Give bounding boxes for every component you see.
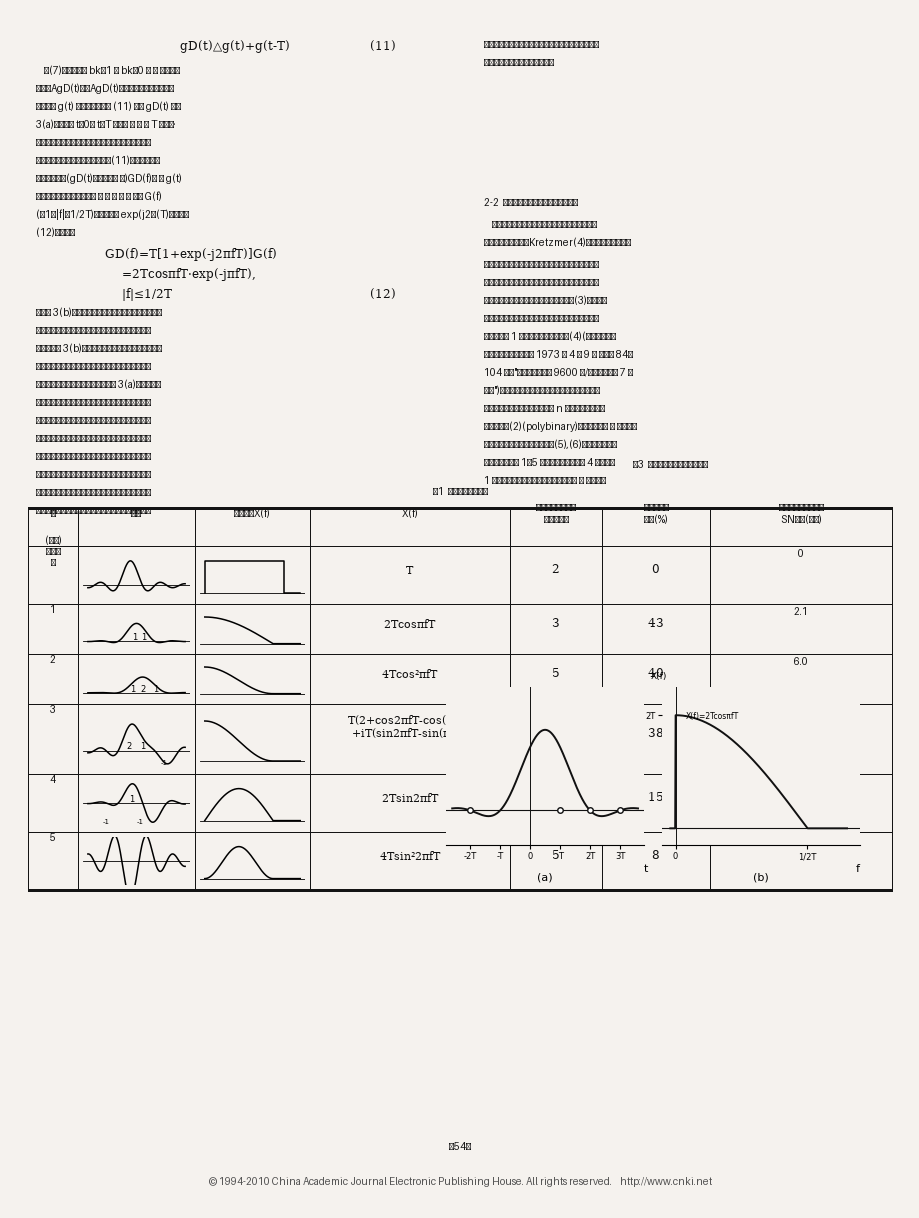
Text: 1: 1 (142, 633, 146, 642)
Text: 1: 1 (140, 742, 145, 752)
Text: f: f (856, 865, 859, 875)
Text: t: t (643, 865, 648, 875)
Text: -1: -1 (102, 820, 109, 826)
Text: 2: 2 (127, 742, 132, 752)
Text: X(f): X(f) (650, 672, 666, 681)
Text: 1: 1 (129, 795, 134, 804)
Text: -1: -1 (136, 820, 143, 826)
Text: (a): (a) (537, 872, 552, 882)
Text: -1: -1 (161, 760, 167, 766)
Text: 2: 2 (141, 685, 146, 693)
Text: X(f)=2TcosπfT: X(f)=2TcosπfT (686, 711, 739, 721)
Text: 1: 1 (153, 685, 158, 693)
Text: 1: 1 (130, 685, 135, 693)
Text: (b): (b) (753, 872, 768, 882)
Text: 1: 1 (131, 633, 137, 642)
